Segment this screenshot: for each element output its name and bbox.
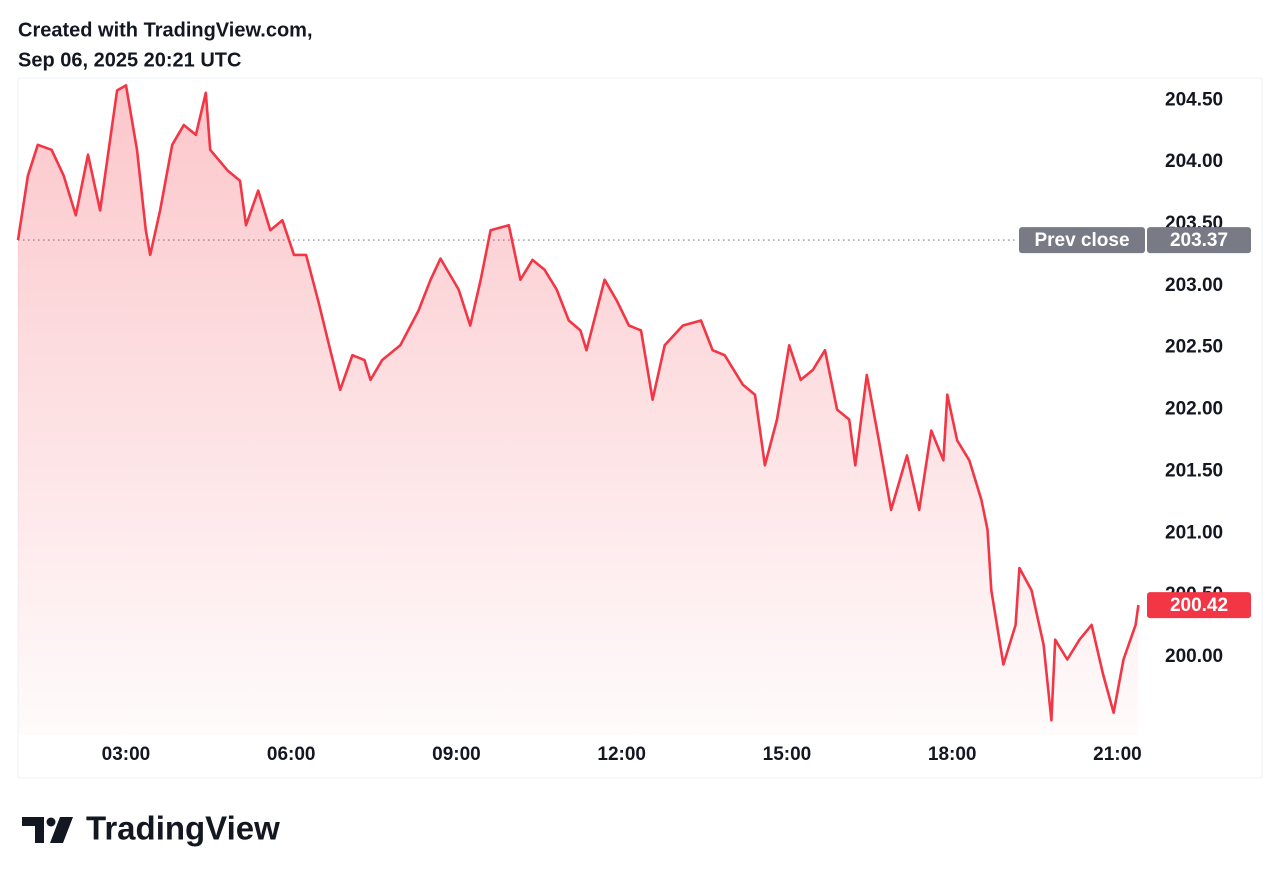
timestamp: Sep 06, 2025 20:21 UTC: [18, 49, 241, 71]
y-tick-label: 201.00: [1165, 522, 1223, 543]
x-tick-label: 21:00: [1093, 744, 1142, 765]
last-value-tag: [1147, 592, 1251, 619]
y-tick-label: 204.50: [1165, 89, 1223, 110]
x-tick-label: 18:00: [928, 744, 977, 765]
brand-logo: [22, 817, 73, 843]
y-tick-label: 203.00: [1165, 275, 1223, 296]
prev-close-label: Prev close: [1034, 230, 1129, 251]
x-tick-label: 06:00: [267, 744, 316, 765]
prev-close-value-tag: [1147, 227, 1251, 254]
prev-close-value: 203.37: [1170, 230, 1228, 251]
y-tick-label: 201.50: [1165, 460, 1223, 481]
prev-close-tag: [1019, 227, 1145, 254]
caption: Created with TradingView.com,: [18, 19, 313, 41]
y-tick-label: 204.00: [1165, 151, 1223, 172]
y-tick-label: 200.00: [1165, 646, 1223, 667]
y-tick-label: 202.50: [1165, 337, 1223, 358]
y-tick-label: 202.00: [1165, 399, 1223, 420]
x-tick-label: 12:00: [597, 744, 646, 765]
last-value-label: 200.42: [1170, 595, 1228, 616]
brand: TradingView: [86, 810, 280, 847]
x-tick-label: 09:00: [432, 744, 481, 765]
x-tick-label: 03:00: [102, 744, 151, 765]
area-fill: [18, 85, 1139, 735]
price-line: [16, 84, 1140, 722]
x-tick-label: 15:00: [763, 744, 812, 765]
